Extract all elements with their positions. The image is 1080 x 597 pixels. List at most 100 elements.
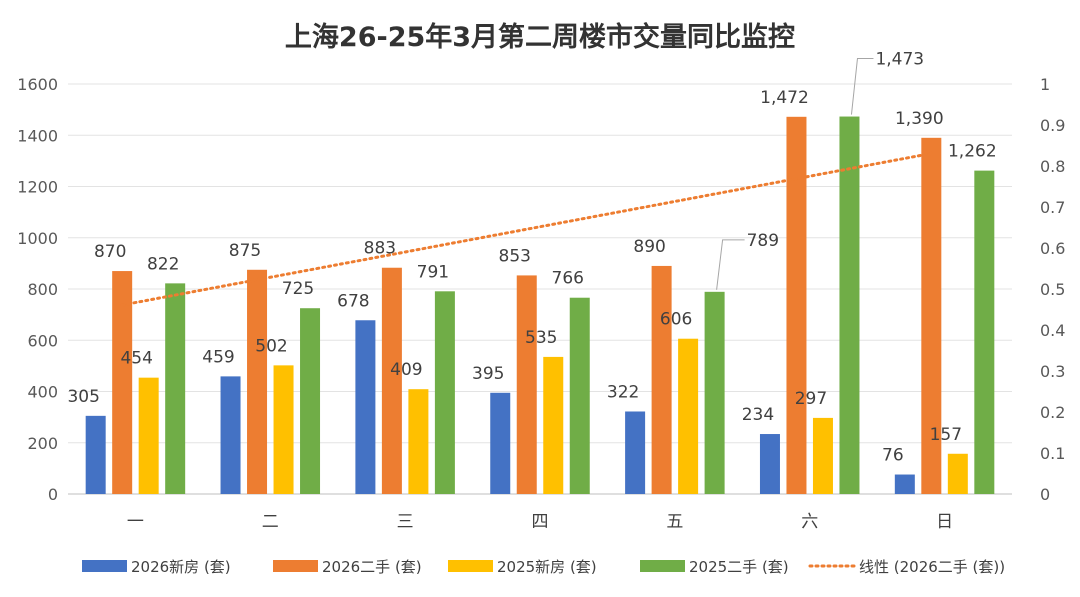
data-label: 791 [417,262,449,282]
data-label: 678 [337,291,369,311]
bar [678,338,699,494]
data-label: 157 [930,425,962,445]
bar [839,116,860,494]
x-tick-label: 五 [666,512,683,532]
data-label: 890 [633,237,665,257]
bar [625,411,646,494]
bar [85,415,106,494]
data-label: 766 [552,269,584,289]
legend-item: 2025二手 (套) [640,558,789,576]
bar [434,291,455,494]
data-label: 1,262 [948,142,997,162]
legend-swatch [82,560,127,572]
x-tick-label: 六 [801,512,818,532]
bar [974,170,995,495]
data-label: 883 [364,239,396,259]
legend-swatch [448,560,493,572]
trendline [120,151,933,307]
data-label: 305 [67,387,99,407]
bar [490,392,511,494]
y-axis-right: 0 0.1 0.2 0.3 0.4 0.5 0.6 0.7 0.8 0.9 1 [1040,75,1065,504]
bar [812,417,833,494]
data-label: 76 [882,446,904,466]
y-right-tick-label: 0.5 [1040,280,1065,299]
data-label: 322 [607,382,639,402]
y-axis-left: 0 200 400 600 800 1000 1200 1400 1600 [17,75,58,504]
x-tick-label: 四 [532,512,549,532]
y-right-tick-label: 0.7 [1040,198,1065,217]
legend: 2026新房 (套) 2026二手 (套) 2025新房 (套) 2025二手 (套)… [82,558,1005,576]
y-right-tick-label: 0.8 [1040,157,1065,176]
legend-label: 线性 (2026二手 (套)) [859,558,1005,576]
data-label: 502 [255,336,287,356]
bar [300,308,321,494]
bar [759,434,780,494]
y-left-tick-label: 800 [27,280,58,299]
x-tick-label: 日 [936,512,953,532]
legend-swatch [640,560,685,572]
y-right-tick-label: 0.2 [1040,403,1065,422]
data-label: 853 [499,246,531,266]
bar [273,365,294,494]
bar [651,265,672,494]
legend-item: 2025新房 (套) [448,558,597,576]
data-label: 1,472 [760,88,809,108]
y-left-tick-label: 1400 [17,126,58,145]
y-right-tick-label: 0.6 [1040,239,1065,258]
chart-title: 上海26-25年3月第二周楼市交量同比监控 [285,21,795,53]
legend-label: 2026新房 (套) [131,558,231,576]
data-label: 1,390 [895,109,944,129]
legend-label: 2025二手 (套) [689,558,789,576]
trendline-path [120,151,933,307]
data-label: 297 [795,389,827,409]
leader-line [716,239,745,290]
y-left-tick-label: 600 [27,331,58,350]
leader-line [850,58,874,115]
y-right-tick-label: 1 [1040,75,1050,94]
data-label: 409 [390,360,422,380]
data-label: 725 [282,279,314,299]
bar [220,376,241,494]
bar [355,320,376,494]
bar [247,269,268,494]
data-label: 606 [660,310,692,330]
y-left-tick-label: 0 [48,485,58,504]
y-left-tick-label: 200 [27,434,58,453]
data-labels: 305 459 678 395 322 234 76 870 875 883 853 890 1,472… [67,50,996,466]
y-right-tick-label: 0.3 [1040,362,1065,381]
data-label: 234 [742,405,774,425]
y-right-tick-label: 0 [1040,485,1050,504]
data-label: 870 [94,242,126,262]
y-right-tick-label: 0.4 [1040,321,1065,340]
legend-label: 2025新房 (套) [497,558,597,576]
y-right-tick-label: 0.9 [1040,116,1065,135]
legend-item: 2026新房 (套) [82,558,231,576]
bar [165,283,186,494]
x-tick-label: 一 [127,512,144,532]
x-tick-label: 二 [262,512,279,532]
bar [543,356,564,494]
bar [894,474,915,494]
y-right-tick-label: 0.1 [1040,444,1065,463]
data-label: 454 [120,349,152,369]
data-label: 789 [747,231,779,251]
legend-swatch [273,560,318,572]
label-leader-lines [716,58,874,290]
bar-series [85,116,995,495]
bar [786,116,807,495]
data-label: 535 [525,328,557,348]
bar [516,275,537,494]
data-label: 459 [202,347,234,367]
bar [921,137,942,494]
bar [408,389,429,494]
x-axis: 一二三四五六日 [127,512,953,532]
bar [138,377,159,494]
data-label: 822 [147,254,179,274]
y-left-tick-label: 400 [27,383,58,402]
bar [704,291,725,494]
data-label: 395 [472,364,504,384]
x-tick-label: 三 [397,512,414,532]
y-left-tick-label: 1200 [17,178,58,197]
data-label: 875 [229,241,261,261]
